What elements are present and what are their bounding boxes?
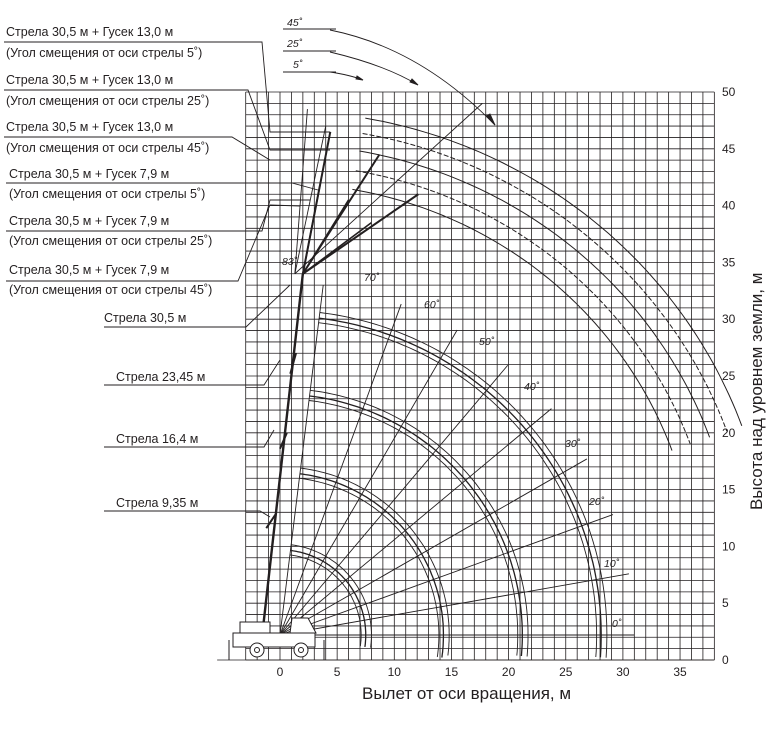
- label-boom-jib13-off45-title: Стрела 30,5 м + Гусек 13,0 м: [6, 120, 173, 134]
- boom-angle-20: 20˚: [588, 496, 605, 508]
- boom-head-23-45: [289, 353, 297, 374]
- jib-reach-arc: [362, 133, 728, 432]
- y-tick-label: 25: [722, 369, 736, 383]
- x-tick-label: 5: [334, 665, 341, 679]
- jib-7-9-off45: [302, 221, 372, 275]
- label-boom-jib13-off25-note: (Угол смещения от оси стрелы 25˚): [6, 94, 209, 108]
- boom-angle-ray: [279, 458, 588, 636]
- x-tick-label: 25: [559, 665, 573, 679]
- x-tick-label: 35: [673, 665, 687, 679]
- boom-reach-arc: [308, 400, 519, 656]
- grid: [217, 91, 715, 661]
- boom-angle-ray: [279, 408, 552, 636]
- y-tick-label: 50: [722, 85, 736, 99]
- label-boom-9-35: Стрела 9,35 м: [116, 496, 198, 510]
- label-boom-jib13-off5-note: (Угол смещения от оси стрелы 5˚): [6, 46, 202, 60]
- boom-angle-40: 40˚: [524, 381, 540, 393]
- offset-indicator-ray: [294, 109, 308, 274]
- y-tick-label: 45: [722, 142, 736, 156]
- boom-angle-30: 30˚: [565, 438, 581, 450]
- boom-angle-50: 50˚: [479, 336, 495, 348]
- y-tick-label: 35: [722, 255, 736, 269]
- boom-reach-arc: [309, 395, 523, 657]
- boom-head-16-4: [279, 432, 288, 450]
- crane-truck: [228, 617, 325, 660]
- boom-angle-70: 70˚: [364, 272, 380, 284]
- boom-angle-rays: [279, 103, 635, 636]
- jib-reach-arc: [352, 188, 673, 451]
- x-tick-label: 10: [388, 665, 402, 679]
- offset-angle-5: 5˚: [293, 59, 303, 71]
- y-tick-label: 20: [722, 426, 736, 440]
- boom-angle-ray: [279, 285, 324, 636]
- label-boom-jib79-off45-note: (Угол смещения от оси стрелы 45˚): [9, 283, 212, 297]
- jib-reach-arc: [359, 150, 711, 438]
- label-boom-jib79-off45-title: Стрела 30,5 м + Гусек 7,9 м: [9, 263, 169, 277]
- offset-indicator-ray: [294, 103, 483, 275]
- y-tick-label: 10: [722, 539, 736, 553]
- jib-7-9-off5: [302, 185, 321, 274]
- boom-angle-ray: [279, 573, 630, 636]
- boom-reach-arc: [289, 554, 362, 647]
- offset-indicator-ray: [294, 125, 327, 274]
- boom-angle-0: 0˚: [612, 618, 622, 630]
- label-boom-jib79-off5-title: Стрела 30,5 м + Гусек 7,9 м: [9, 167, 169, 181]
- boom-head-9-35: [265, 514, 277, 529]
- label-boom-jib79-off25-note: (Угол смещения от оси стрелы 25˚): [9, 234, 212, 248]
- boom-angle-ray: [279, 329, 458, 636]
- boom-angle-60: 60˚: [424, 299, 440, 311]
- x-tick-label: 15: [445, 665, 459, 679]
- x-tick-label: 20: [502, 665, 516, 679]
- x-axis-ticks: 0 5 10 15 20 25 30 35: [277, 665, 687, 679]
- y-tick-label: 40: [722, 199, 736, 213]
- boom-angle-max-label: 83˚: [282, 256, 298, 268]
- x-tick-label: 0: [277, 665, 284, 679]
- boom-reach-arc: [299, 477, 440, 658]
- jib-reach-arc: [355, 170, 691, 445]
- jib-reach-arc: [365, 117, 743, 426]
- boom-reach-arc: [319, 312, 608, 658]
- jib-7-9-off25: [302, 199, 350, 275]
- offset-angle-25: 25˚: [286, 38, 303, 50]
- jib-13-off45: [302, 193, 419, 275]
- boom-reach-arc: [299, 473, 445, 658]
- x-axis-title: Вылет от оси вращения, м: [362, 684, 571, 703]
- boom-angle-ray: [279, 514, 614, 636]
- label-boom-30-5: Стрела 30,5 м: [104, 311, 186, 325]
- reach-arcs: [289, 117, 743, 658]
- label-boom-jib79-off25-title: Стрела 30,5 м + Гусек 7,9 м: [9, 214, 169, 228]
- boom-angle-ray: [279, 303, 402, 636]
- main-boom: [260, 273, 305, 640]
- y-tick-label: 5: [722, 596, 729, 610]
- offset-angle-45: 45˚: [287, 17, 303, 29]
- boom-angle-ray: [279, 364, 509, 636]
- offset-angle-arcs: [283, 28, 496, 126]
- boom-reach-arc: [300, 467, 450, 656]
- boom-reach-arc: [318, 322, 598, 658]
- label-boom-16-4: Стрела 16,4 м: [116, 432, 198, 446]
- boom-reach-arc: [319, 317, 602, 658]
- label-leaders: [4, 41, 330, 518]
- label-boom-jib13-off45-note: (Угол смещения от оси стрелы 45˚): [6, 141, 209, 155]
- x-tick-label: 30: [616, 665, 630, 679]
- y-tick-label: 0: [722, 653, 729, 667]
- label-boom-jib79-off5-note: (Угол смещения от оси стрелы 5˚): [9, 187, 205, 201]
- boom-reach-arc: [310, 389, 529, 657]
- label-boom-23-45: Стрела 23,45 м: [116, 370, 205, 384]
- label-boom-jib13-off25-title: Стрела 30,5 м + Гусек 13,0 м: [6, 73, 173, 87]
- y-tick-label: 15: [722, 483, 736, 497]
- boom-reach-arc: [290, 549, 367, 647]
- y-axis-ticks: 0 5 10 15 20 25 30 35 40 45 50: [722, 85, 736, 667]
- boom-lines: [260, 131, 419, 640]
- label-boom-jib13-off5-title: Стрела 30,5 м + Гусек 13,0 м: [6, 25, 173, 39]
- y-tick-label: 30: [722, 312, 736, 326]
- boom-angle-10: 10˚: [604, 558, 620, 570]
- boom-reach-arc: [291, 544, 372, 648]
- y-axis-title: Высота над уровнем земли, м: [747, 273, 766, 510]
